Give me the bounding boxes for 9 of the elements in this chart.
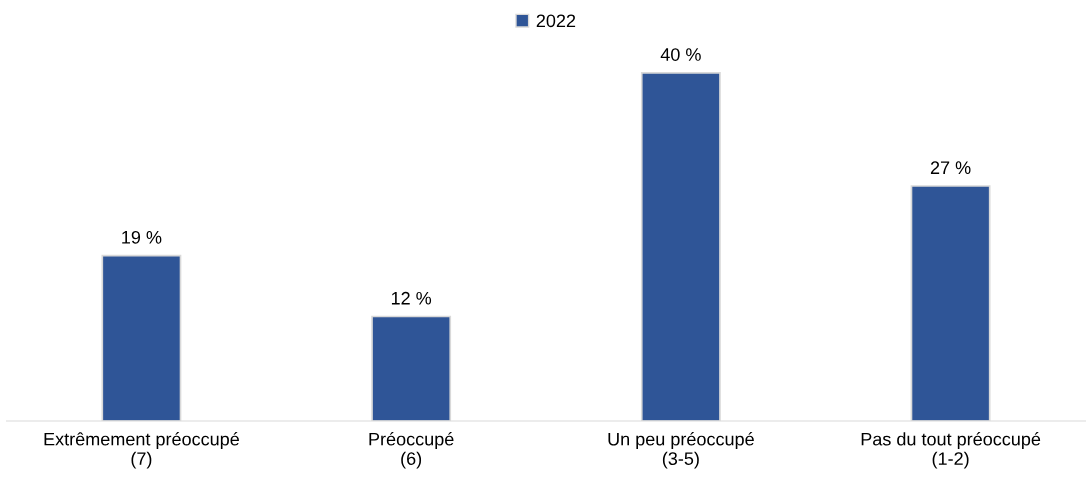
data-label: 40 % bbox=[660, 48, 701, 61]
data-label: 12 % bbox=[391, 291, 432, 305]
data-label: 19 % bbox=[122, 230, 162, 244]
legend-label: 2022 bbox=[536, 14, 576, 28]
x-tick-label: Un peu préoccupé (3-5) bbox=[608, 432, 754, 469]
data-label: 27 % bbox=[930, 161, 971, 174]
x-tick-label: Préoccupé (6) bbox=[369, 432, 454, 469]
x-tick-label: Pas du tout préoccupé (1-2) bbox=[861, 432, 1041, 469]
x-tick-label: Extrêmement préoccupé (7) bbox=[44, 432, 239, 469]
